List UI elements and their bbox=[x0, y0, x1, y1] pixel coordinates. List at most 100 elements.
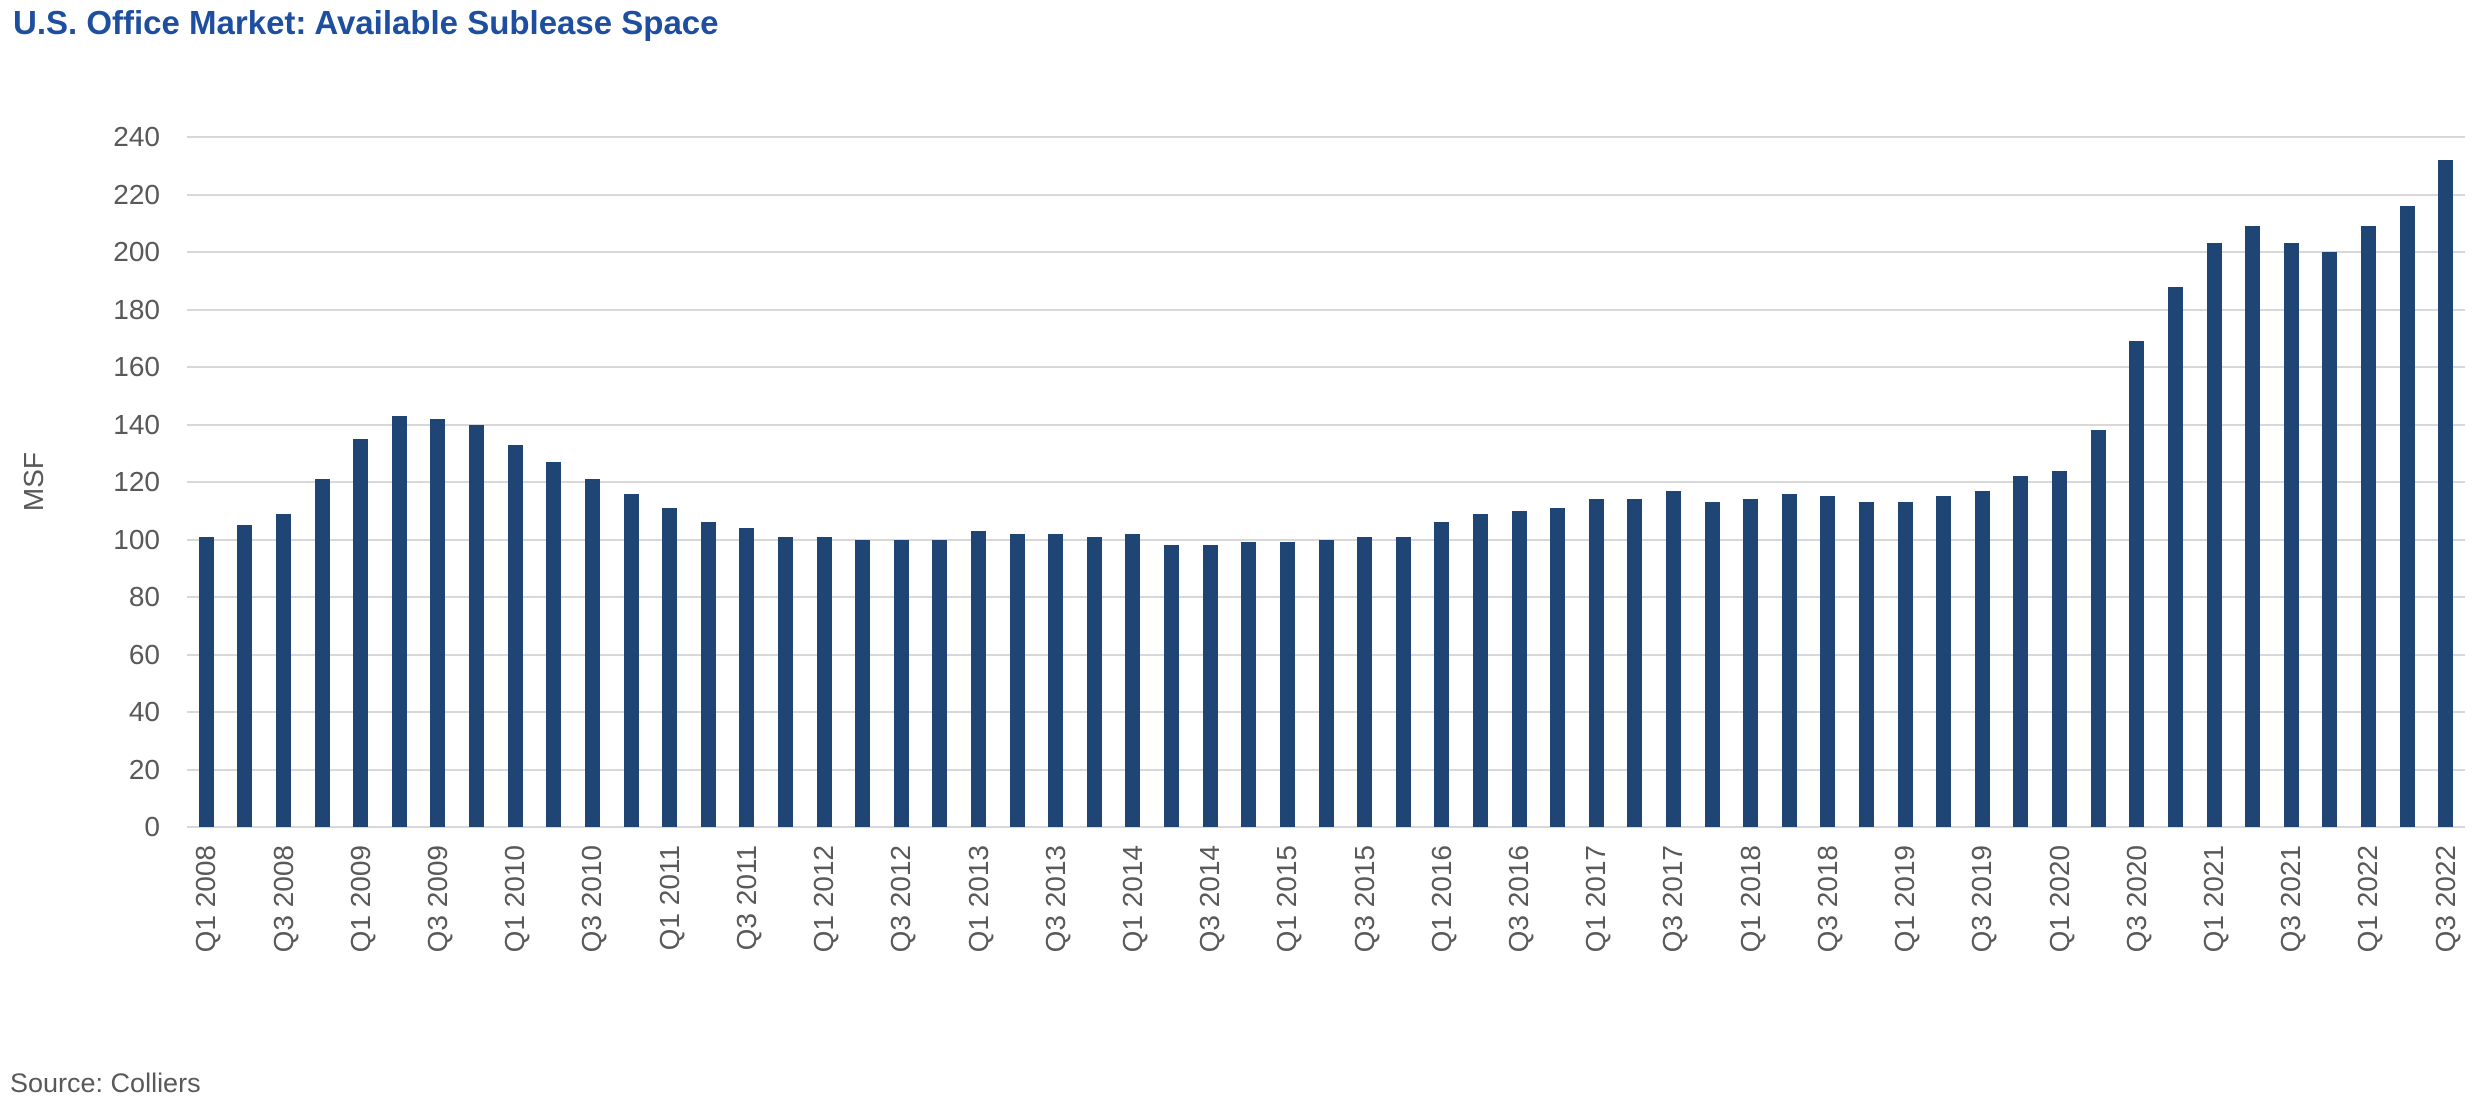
gridline-120 bbox=[187, 481, 2465, 483]
y-tick-label: 180 bbox=[113, 293, 160, 325]
y-axis-title-wrap: MSF bbox=[14, 137, 54, 827]
bar-q4-2013 bbox=[1086, 536, 1102, 827]
x-tick-label: Q3 2015 bbox=[1348, 845, 1380, 953]
chart-title: U.S. Office Market: Available Sublease S… bbox=[13, 4, 719, 41]
y-tick-label: 200 bbox=[113, 236, 160, 267]
bar-q1-2014 bbox=[1125, 533, 1141, 827]
gridline-0 bbox=[187, 826, 2465, 828]
y-axis: 0 20 40 60 80 100 120 140 160 180 200 220 240 bbox=[55, 121, 160, 842]
x-tick-label: Q3 2016 bbox=[1503, 845, 1535, 953]
bar-q1-2009 bbox=[353, 438, 369, 827]
bar-q3-2020 bbox=[2129, 341, 2145, 827]
bar-q4-2011 bbox=[777, 536, 793, 827]
bar-q2-2018 bbox=[1781, 493, 1797, 827]
bar-q3-2017 bbox=[1665, 490, 1681, 827]
x-tick-label: Q3 2011 bbox=[730, 845, 762, 951]
x-tick-label: Q3 2009 bbox=[421, 845, 453, 953]
gridline-220 bbox=[187, 193, 2465, 196]
x-tick-label: Q1 2015 bbox=[1271, 845, 1303, 953]
bar-q1-2021 bbox=[2206, 243, 2222, 827]
bar-q1-2019 bbox=[1897, 502, 1913, 827]
bar-q2-2021 bbox=[2245, 226, 2261, 827]
bar-q3-2016 bbox=[1511, 510, 1527, 827]
x-tick-label: Q1 2018 bbox=[1734, 845, 1766, 953]
bar-q2-2012 bbox=[855, 539, 871, 827]
bar-q3-2015 bbox=[1357, 536, 1373, 827]
x-tick-label: Q1 2013 bbox=[962, 845, 994, 953]
bar-q2-2009 bbox=[391, 415, 407, 827]
bar-q4-2015 bbox=[1395, 536, 1411, 827]
bar-q3-2019 bbox=[1974, 490, 1990, 827]
source-note: Source: Colliers bbox=[10, 1068, 201, 1098]
bar-q4-2018 bbox=[1859, 502, 1875, 827]
x-tick-label: Q1 2010 bbox=[499, 845, 531, 953]
bar-q4-2016 bbox=[1550, 507, 1566, 827]
x-tick-label: Q3 2014 bbox=[1194, 845, 1226, 953]
x-tick-label: Q1 2017 bbox=[1580, 845, 1612, 953]
bar-q1-2018 bbox=[1743, 499, 1759, 827]
bar-q4-2017 bbox=[1704, 502, 1720, 827]
x-tick-label: Q1 2014 bbox=[1116, 845, 1148, 953]
x-tick-label: Q1 2022 bbox=[2352, 845, 2384, 953]
bar-q3-2008 bbox=[276, 513, 292, 827]
bar-q2-2010 bbox=[546, 461, 562, 827]
x-tick-label: Q1 2012 bbox=[808, 845, 840, 953]
x-tick-label: Q1 2020 bbox=[2043, 845, 2075, 953]
bar-q3-2010 bbox=[584, 479, 600, 827]
bar-q4-2009 bbox=[469, 424, 485, 827]
bar-q1-2022 bbox=[2360, 226, 2376, 827]
bar-q1-2017 bbox=[1588, 499, 1604, 827]
bar-q4-2020 bbox=[2167, 286, 2183, 827]
bar-q2-2016 bbox=[1472, 513, 1488, 827]
bar-q4-2008 bbox=[314, 479, 330, 827]
y-tick-label: 0 bbox=[144, 811, 160, 842]
x-tick-label: Q3 2022 bbox=[2429, 845, 2461, 953]
x-tick-label: Q3 2017 bbox=[1657, 845, 1689, 953]
bar-q4-2021 bbox=[2322, 252, 2338, 827]
bar-q1-2012 bbox=[816, 536, 832, 827]
bar-q4-2014 bbox=[1241, 542, 1257, 827]
bar-q3-2022 bbox=[2438, 160, 2454, 827]
bar-q3-2018 bbox=[1820, 496, 1836, 827]
x-tick-label: Q3 2013 bbox=[1039, 845, 1071, 953]
bar-q2-2013 bbox=[1009, 533, 1025, 827]
y-tick-label: 60 bbox=[128, 638, 160, 670]
bar-q1-2016 bbox=[1434, 522, 1450, 827]
gridline-240 bbox=[187, 136, 2465, 138]
bar-q2-2017 bbox=[1627, 499, 1643, 827]
bar-q2-2020 bbox=[2090, 430, 2106, 827]
bar-q2-2014 bbox=[1164, 545, 1180, 827]
gridline-180 bbox=[187, 308, 2465, 311]
x-axis: Q1 2008 Q3 2008 Q1 2009 Q3 2009 Q1 2010 Q3 20… bbox=[187, 845, 2465, 1060]
bar-q3-2011 bbox=[739, 528, 755, 827]
x-tick-label: Q3 2021 bbox=[2275, 845, 2307, 953]
bar-q3-2014 bbox=[1202, 545, 1218, 827]
y-tick-label: 100 bbox=[113, 523, 160, 555]
bar-q3-2012 bbox=[893, 539, 909, 827]
bar-q3-2021 bbox=[2283, 243, 2299, 827]
bar-q4-2019 bbox=[2013, 476, 2029, 827]
y-tick-label: 120 bbox=[113, 466, 160, 497]
x-tick-label: Q1 2011 bbox=[653, 845, 685, 951]
x-tick-label: Q1 2008 bbox=[190, 845, 222, 953]
gridline-160 bbox=[187, 366, 2465, 368]
bar-q1-2013 bbox=[971, 530, 986, 827]
bar-q1-2020 bbox=[2052, 470, 2068, 827]
bar-q4-2012 bbox=[932, 539, 948, 827]
bar-q4-2010 bbox=[623, 493, 639, 827]
plot-area bbox=[187, 136, 2465, 828]
bar-q1-2011 bbox=[662, 507, 678, 827]
bar-q2-2022 bbox=[2399, 206, 2415, 827]
gridline-140 bbox=[187, 423, 2465, 426]
bar-q1-2015 bbox=[1279, 542, 1295, 827]
x-tick-label: Q1 2016 bbox=[1425, 845, 1457, 953]
x-tick-label: Q3 2020 bbox=[2120, 845, 2152, 953]
gridline-200 bbox=[187, 251, 2465, 253]
y-tick-label: 220 bbox=[113, 178, 160, 210]
y-tick-label: 80 bbox=[128, 581, 160, 612]
y-tick-label: 40 bbox=[128, 696, 160, 727]
x-tick-label: Q3 2019 bbox=[1966, 845, 1998, 953]
y-tick-label: 140 bbox=[113, 408, 160, 440]
x-tick-label: Q1 2021 bbox=[2198, 845, 2230, 953]
bar-q2-2019 bbox=[1936, 496, 1952, 827]
